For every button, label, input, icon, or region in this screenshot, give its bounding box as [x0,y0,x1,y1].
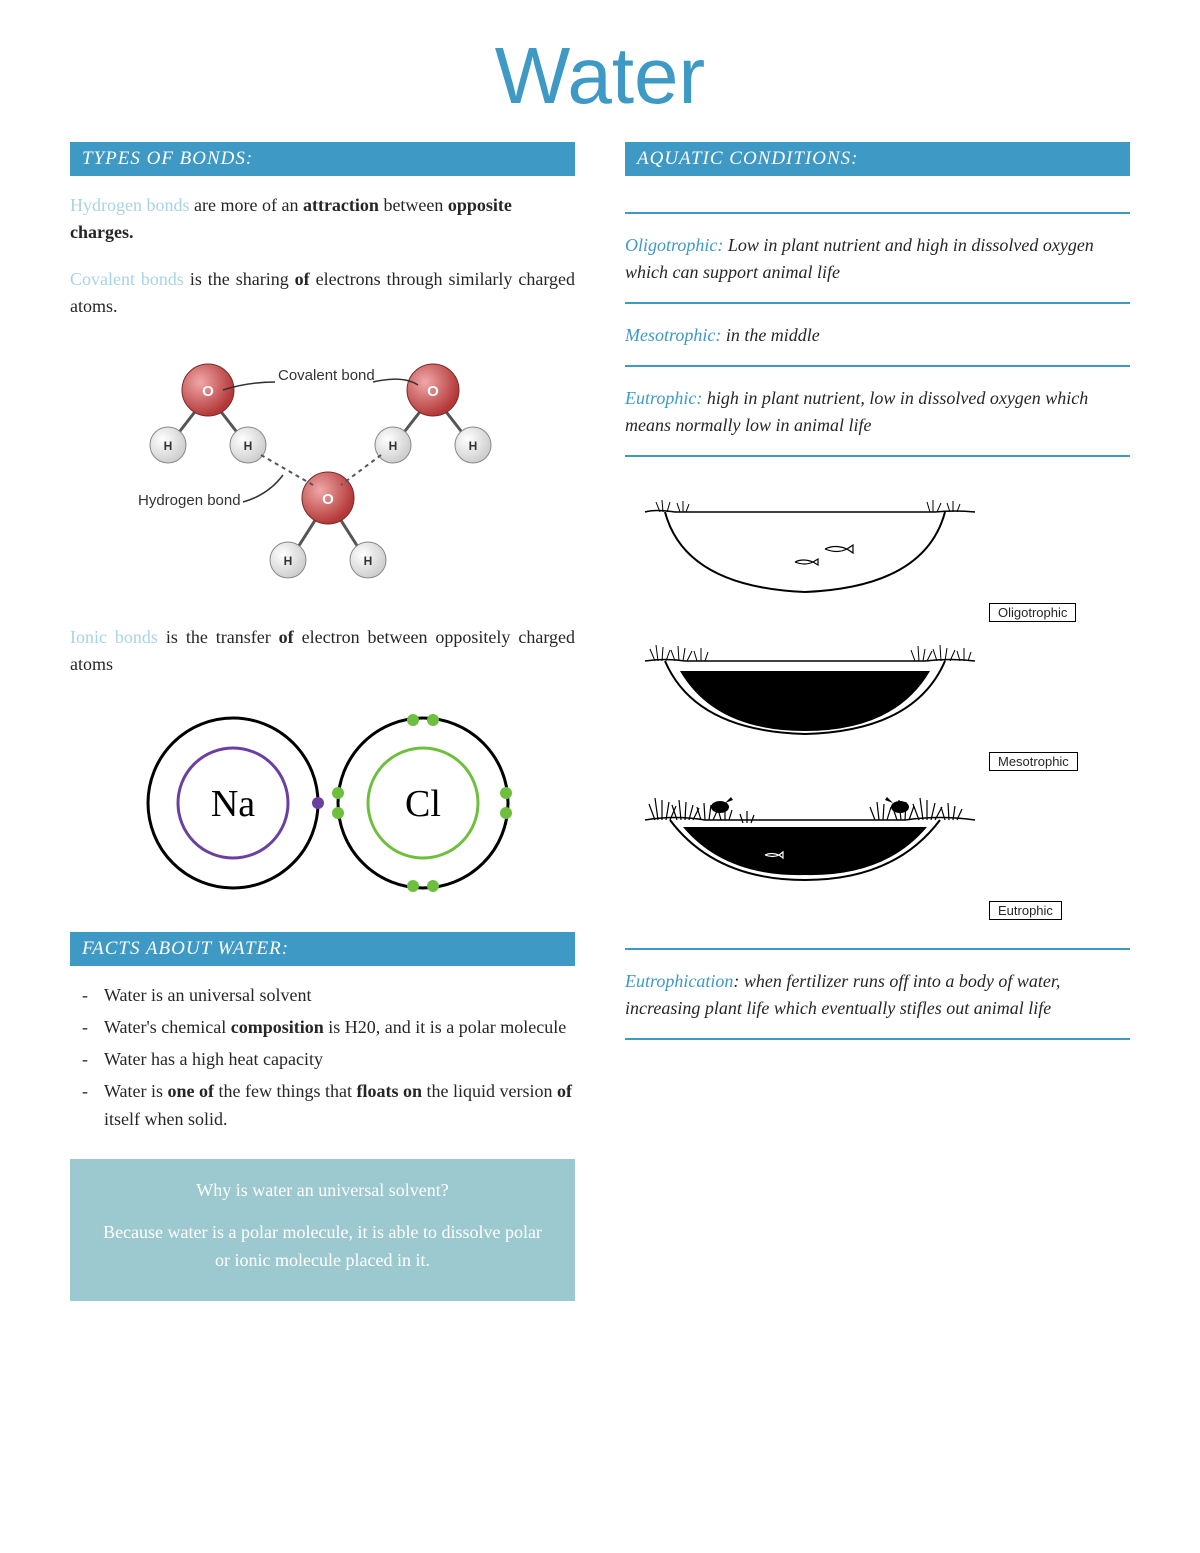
water-bond-diagram: O H H O H H [70,340,575,600]
svg-text:H: H [363,554,372,568]
mesotrophic-lake-svg [625,636,985,766]
lake-label-oligo: Oligotrophic [989,603,1076,622]
hydrogen-bond-label: Hydrogen bond [138,492,241,509]
facts-list: Water is an universal solvent Water's ch… [70,982,575,1133]
divider [625,365,1130,367]
svg-text:O: O [202,383,214,400]
section-header-facts: FACTS ABOUT WATER: [70,932,575,966]
oligotrophic-para: Oligotrophic: Low in plant nutrient and … [625,232,1130,286]
ionic-term: Ionic bonds [70,627,158,647]
right-column: AQUATIC CONDITIONS: Oligotrophic: Low in… [625,142,1130,1301]
eutrophication-para: Eutrophication: when fertilizer runs off… [625,968,1130,1022]
mesotrophic-para: Mesotrophic: in the middle [625,322,1130,349]
svg-text:O: O [427,383,439,400]
hydrogen-term: Hydrogen bonds [70,195,190,215]
callout-box: Why is water an universal solvent? Becau… [70,1159,575,1301]
divider [625,948,1130,950]
callout-question: Why is water an universal solvent? [100,1177,545,1205]
lake-label-eutro: Eutrophic [989,901,1062,920]
divider [625,455,1130,457]
svg-text:H: H [388,439,397,453]
ionic-bond-para: Ionic bonds is the transfer of electron … [70,624,575,678]
page-title: Water [70,30,1130,122]
divider [625,302,1130,304]
fact-item: Water is one of the few things that floa… [104,1078,575,1134]
divider [625,212,1130,214]
columns: TYPES OF BONDS: Hydrogen bonds are more … [70,142,1130,1301]
fact-item: Water is an universal solvent [104,982,575,1010]
svg-text:H: H [283,554,292,568]
lake-diagrams: Oligotrophic [625,487,1130,920]
covalent-bond-para: Covalent bonds is the sharing of electro… [70,266,575,320]
divider [625,1038,1130,1040]
section-header-bonds: TYPES OF BONDS: [70,142,575,176]
ionic-diagram: Na Cl [70,698,575,908]
svg-text:H: H [468,439,477,453]
hydrogen-bond-para: Hydrogen bonds are more of an attraction… [70,192,575,246]
fact-item: Water's chemical composition is H20, and… [104,1014,575,1042]
svg-text:Cl: Cl [405,783,441,825]
left-column: TYPES OF BONDS: Hydrogen bonds are more … [70,142,575,1301]
callout-answer: Because water is a polar molecule, it is… [100,1219,545,1275]
section-header-aquatic: AQUATIC CONDITIONS: [625,142,1130,176]
covalent-term: Covalent bonds [70,269,184,289]
water-bond-svg: O H H O H H [113,340,533,600]
fact-item: Water has a high heat capacity [104,1046,575,1074]
covalent-bond-label: Covalent bond [278,367,375,384]
page: Water TYPES OF BONDS: Hydrogen bonds are… [0,0,1200,1341]
eutrophic-lake-svg [625,785,985,915]
svg-text:Na: Na [210,783,254,825]
ionic-svg: Na Cl [123,698,523,908]
svg-text:H: H [163,439,172,453]
lake-label-meso: Mesotrophic [989,752,1078,771]
svg-text:O: O [322,491,334,508]
eutrophic-para: Eutrophic: high in plant nutrient, low i… [625,385,1130,439]
oligotrophic-lake-svg [625,487,985,617]
svg-text:H: H [243,439,252,453]
